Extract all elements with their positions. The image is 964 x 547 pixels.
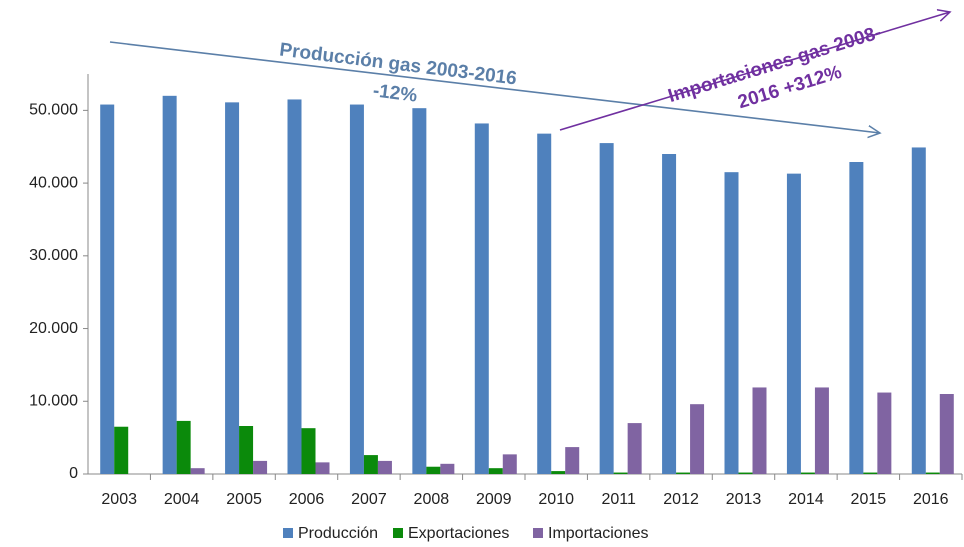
- y-tick-label: 50.000: [29, 102, 78, 119]
- legend-swatch: [533, 528, 543, 538]
- arrow: [109, 41, 880, 133]
- legend-swatch: [283, 528, 293, 538]
- bar: [939, 394, 954, 474]
- bar: [502, 454, 517, 474]
- legend-label: Producción: [298, 525, 378, 542]
- bar: [225, 102, 240, 474]
- x-tick-label: 2013: [726, 491, 762, 508]
- bar: [426, 466, 441, 474]
- annotation: Producción gas 2003-2016: [278, 40, 517, 90]
- bar: [724, 172, 739, 474]
- arrow: [559, 12, 950, 131]
- bar: [537, 133, 552, 475]
- bar: [349, 104, 364, 474]
- x-tick-label: 2007: [351, 491, 387, 508]
- bar: [176, 420, 191, 474]
- bar: [412, 108, 427, 474]
- bar: [315, 462, 330, 474]
- bar: [551, 471, 566, 474]
- bar: [690, 404, 705, 474]
- y-tick-label: 10.000: [29, 392, 78, 409]
- x-tick-label: 2014: [788, 491, 824, 508]
- bar: [662, 154, 677, 474]
- bar: [287, 99, 302, 475]
- bar: [676, 472, 691, 474]
- bar: [849, 162, 864, 474]
- x-tick-label: 2016: [913, 491, 949, 508]
- bar: [800, 472, 815, 474]
- bar: [925, 472, 940, 474]
- legend-label: Importaciones: [548, 525, 649, 542]
- bar: [877, 392, 892, 474]
- bar: [565, 447, 580, 474]
- x-tick-label: 2015: [851, 491, 887, 508]
- bar: [911, 147, 926, 475]
- x-tick-label: 2004: [164, 491, 200, 508]
- bar: [474, 123, 489, 475]
- annotation: -12%: [372, 80, 419, 106]
- x-tick-label: 2005: [226, 491, 262, 508]
- x-tick-label: 2011: [601, 491, 636, 508]
- bar: [488, 468, 503, 474]
- bar: [599, 143, 614, 474]
- legend-swatch: [393, 528, 403, 538]
- bar: [162, 95, 177, 475]
- bar: [253, 460, 268, 474]
- bar: [863, 472, 878, 474]
- x-tick-label: 2009: [476, 491, 512, 508]
- bar: [814, 387, 829, 474]
- bar: [752, 387, 767, 474]
- bar: [100, 104, 115, 474]
- bar: [613, 472, 628, 474]
- bar: [301, 428, 316, 474]
- bar: [190, 468, 205, 474]
- legend-label: Exportaciones: [408, 525, 509, 542]
- bar: [239, 426, 254, 474]
- bar: [440, 463, 455, 474]
- bar: [627, 423, 642, 474]
- bar: [738, 472, 753, 474]
- x-tick-label: 2012: [663, 491, 699, 508]
- bar: [363, 455, 378, 474]
- y-tick-label: 0: [69, 465, 78, 482]
- x-tick-label: 2010: [538, 491, 574, 508]
- y-tick-label: 40.000: [29, 174, 78, 191]
- y-tick-label: 30.000: [29, 247, 78, 264]
- bar: [786, 173, 801, 475]
- bar: [377, 460, 392, 474]
- x-tick-label: 2006: [289, 491, 325, 508]
- x-tick-label: 2008: [414, 491, 450, 508]
- bar: [114, 426, 129, 474]
- y-tick-label: 20.000: [29, 320, 78, 337]
- x-tick-label: 2003: [101, 491, 137, 508]
